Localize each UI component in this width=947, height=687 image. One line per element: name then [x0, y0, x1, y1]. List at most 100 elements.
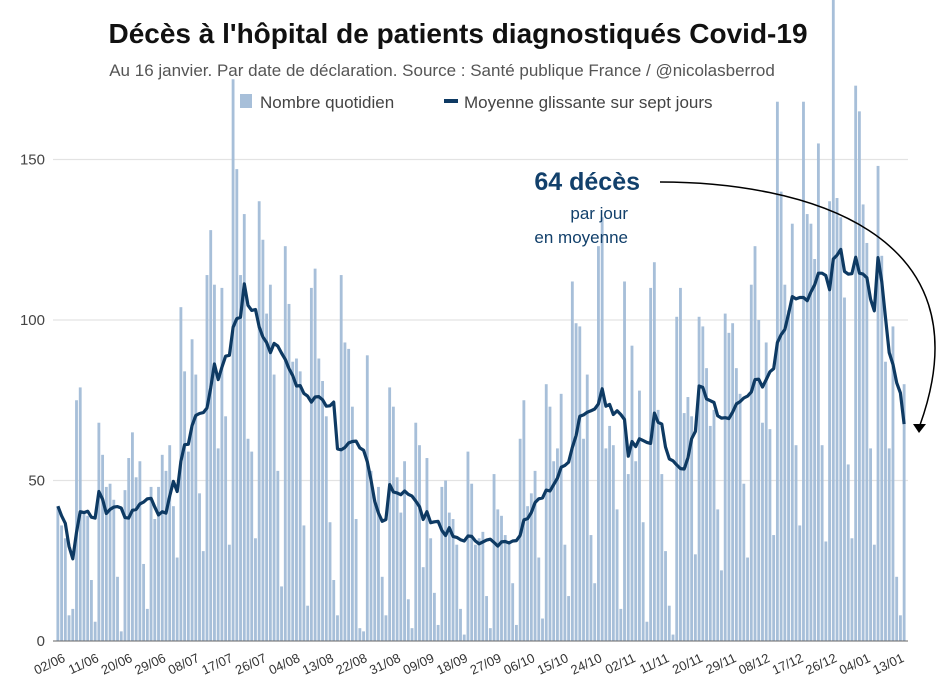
- bar: [802, 101, 805, 642]
- bar: [541, 618, 544, 641]
- bar: [604, 448, 608, 641]
- bar: [377, 486, 380, 641]
- bar: [93, 621, 97, 641]
- bar: [638, 390, 641, 641]
- annotation-value: 64 décès: [534, 168, 640, 196]
- bar: [224, 416, 228, 641]
- bar: [537, 557, 541, 641]
- bar: [761, 422, 764, 641]
- bar: [529, 493, 533, 641]
- bar: [149, 486, 153, 641]
- bar: [365, 355, 369, 641]
- bar: [358, 628, 362, 641]
- x-tick-label: 15/10: [535, 650, 571, 677]
- bar: [347, 348, 351, 641]
- chart-subtitle: Au 16 janvier. Par date de déclaration. …: [109, 61, 775, 80]
- bar: [343, 342, 347, 641]
- bar: [242, 214, 246, 641]
- bar: [324, 416, 328, 641]
- bar: [884, 361, 887, 641]
- bar: [321, 380, 324, 641]
- bar: [201, 551, 205, 641]
- bar: [626, 474, 630, 641]
- bar: [664, 551, 667, 641]
- bar: [436, 624, 440, 641]
- bar: [466, 451, 470, 641]
- bar: [429, 538, 433, 641]
- bar: [824, 541, 828, 641]
- bar: [608, 425, 612, 641]
- bar: [634, 461, 638, 641]
- bar: [276, 470, 280, 641]
- bar: [272, 374, 276, 641]
- x-tick-label: 04/08: [266, 650, 302, 677]
- bar: [828, 201, 831, 642]
- annotation: 64 décès par jour en moyenne: [534, 168, 936, 433]
- bar: [697, 316, 701, 641]
- bar: [820, 445, 824, 641]
- x-tick-label: 08/07: [166, 650, 202, 677]
- x-tick-label: 24/10: [568, 650, 604, 677]
- bar: [526, 506, 530, 641]
- bar: [794, 445, 798, 641]
- bar: [652, 262, 656, 641]
- bar: [123, 490, 127, 641]
- bar: [56, 506, 60, 641]
- bar: [898, 615, 902, 641]
- x-tick-label: 02/11: [603, 650, 638, 677]
- bar: [738, 393, 742, 641]
- bar: [354, 519, 358, 641]
- x-tick-label: 22/08: [333, 650, 369, 677]
- bar: [421, 567, 425, 641]
- x-tick-label: 26/12: [803, 650, 839, 677]
- bar: [86, 515, 90, 641]
- bar: [168, 445, 172, 641]
- bar: [380, 576, 384, 641]
- bar: [425, 458, 429, 641]
- bar: [459, 608, 462, 641]
- bar: [373, 499, 377, 641]
- bar: [112, 499, 116, 641]
- bar: [716, 509, 720, 641]
- bar: [257, 201, 261, 642]
- y-tick-label: 50: [28, 473, 45, 490]
- bar: [313, 268, 317, 641]
- bar: [552, 461, 556, 641]
- bar: [287, 303, 291, 641]
- bar: [585, 374, 589, 641]
- x-tick-label: 29/06: [132, 650, 168, 677]
- bar: [597, 246, 600, 642]
- bar: [660, 474, 664, 641]
- bar: [503, 535, 507, 641]
- bar: [127, 458, 131, 641]
- x-tick-label: 26/07: [233, 650, 269, 677]
- x-tick-label: 13/01: [870, 650, 906, 677]
- bar: [67, 615, 71, 641]
- x-tick-label: 20/06: [99, 650, 135, 677]
- bar: [854, 85, 858, 642]
- bar: [671, 634, 675, 641]
- bar: [641, 522, 645, 641]
- chart-title: Décès à l'hôpital de patients diagnostiq…: [108, 18, 807, 49]
- bar: [291, 361, 295, 641]
- y-tick-label: 100: [20, 312, 45, 329]
- bar: [843, 297, 846, 641]
- bar: [768, 429, 772, 641]
- bar: [60, 525, 64, 641]
- bar: [332, 580, 336, 641]
- bar: [227, 544, 231, 641]
- bar: [418, 445, 421, 641]
- bar: [705, 368, 708, 641]
- bar: [268, 284, 272, 641]
- bar: [362, 631, 365, 641]
- x-tick-label: 02/06: [32, 650, 68, 677]
- bar: [216, 448, 220, 641]
- bar: [679, 287, 682, 641]
- bar: [220, 287, 224, 641]
- legend-bar-label: Nombre quotidien: [260, 93, 394, 112]
- x-tick-label: 27/09: [468, 650, 504, 677]
- bar: [298, 371, 302, 641]
- bar: [500, 515, 503, 641]
- bar: [682, 413, 686, 641]
